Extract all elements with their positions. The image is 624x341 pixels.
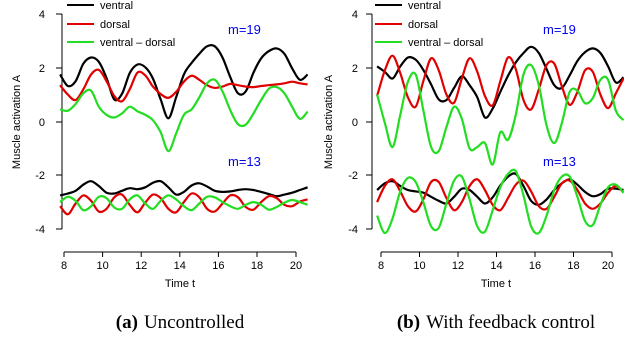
annotation-m13: m=13 [228,154,261,169]
y-tick-label: 4 [352,9,358,21]
x-axis: 8 10 12 14 16 18 20 [378,251,614,272]
x-tick-label: 8 [61,260,67,272]
caption-tag: (a) [116,312,138,333]
caption: (a) Uncontrolled [116,312,245,333]
y-tick-label: 4 [39,9,45,21]
y-tick-label: -4 [348,224,358,236]
x-axis-label: Time t [165,278,195,290]
x-tick-label: 14 [174,260,186,272]
annotation-m19: m=19 [228,22,261,37]
series-line-dorsal [376,178,624,213]
x-tick-label: 20 [290,260,302,272]
series-line-dorsal [59,68,308,103]
x-tick-label: 14 [490,260,502,272]
caption-text: With feedback control [426,312,595,333]
x-tick-label: 10 [413,260,425,272]
x-tick-label: 12 [452,260,464,272]
plot-area [376,45,624,235]
y-tick-label: -4 [35,224,45,236]
series-line-dorsal [376,54,624,111]
legend-label: ventral [408,0,441,12]
series-line-ventral-dorsal [59,78,309,153]
legend-label: dorsal [100,19,130,31]
x-tick-label: 16 [212,260,224,272]
panel-b: Muscle activation A 4 2 0 -2 -4 8 10 [323,0,624,333]
y-axis: 4 2 0 -2 -4 [348,9,373,236]
plot-area [59,44,309,216]
series-line-ventral-dorsal [376,168,624,235]
x-axis: 8 10 12 14 16 18 20 [61,251,302,272]
caption: (b) With feedback control [397,312,595,333]
legend-label: ventral – dorsal [408,37,483,49]
y-tick-label: 2 [39,63,45,75]
y-tick-label: -2 [35,170,45,182]
series-line-ventral [59,44,309,120]
y-axis: 4 2 0 -2 -4 [35,9,63,236]
x-tick-label: 12 [135,260,147,272]
x-tick-label: 20 [602,260,614,272]
x-tick-label: 16 [529,260,541,272]
panel-a: Muscle activation A 4 2 0 -2 -4 8 10 [11,0,309,333]
legend: ventral dorsal ventral – dorsal [67,0,175,49]
y-tick-label: -2 [348,170,358,182]
series-line-dorsal [59,192,308,216]
series-line-ventral [376,45,624,119]
caption-tag: (b) [397,312,420,333]
x-tick-label: 8 [378,260,384,272]
series-line-ventral-dorsal [376,63,624,166]
caption-text: Uncontrolled [144,312,245,333]
y-tick-label: 2 [352,63,358,75]
annotation-m13: m=13 [543,154,576,169]
y-axis-label: Muscle activation A [11,74,23,169]
annotation-m19: m=19 [543,22,576,37]
y-tick-label: 0 [352,117,358,129]
x-axis-label: Time t [481,278,511,290]
x-tick-label: 10 [96,260,108,272]
x-tick-label: 18 [251,260,263,272]
legend: ventral dorsal ventral – dorsal [375,0,483,49]
legend-label: dorsal [408,19,438,31]
legend-label: ventral [100,0,133,12]
x-tick-label: 18 [567,260,579,272]
y-axis-label: Muscle activation A [323,74,335,169]
series-line-ventral [59,179,308,198]
series-line-ventral-dorsal [59,194,308,212]
legend-label: ventral – dorsal [100,37,175,49]
y-tick-label: 0 [39,117,45,129]
